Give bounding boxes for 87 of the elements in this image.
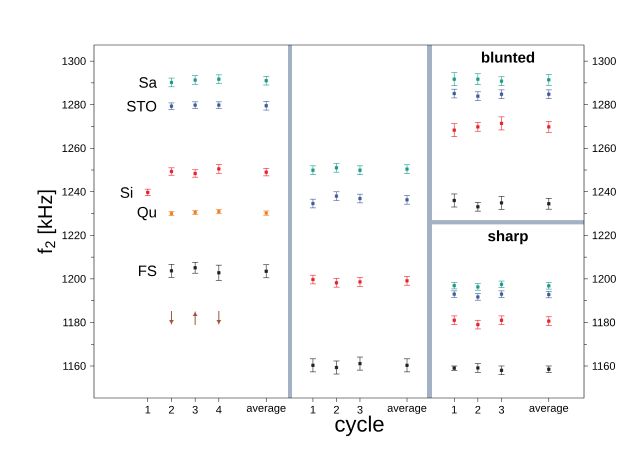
y-tick-label: 1180 — [63, 318, 86, 326]
series-label: STO — [127, 100, 156, 112]
y-tick-label: 1240 — [62, 188, 86, 196]
point — [500, 201, 504, 204]
point — [405, 168, 409, 171]
point — [217, 167, 220, 170]
y-tick-label: 1260 — [62, 144, 86, 152]
x-tick-label: 1 — [452, 406, 457, 414]
point — [311, 202, 315, 206]
point — [170, 269, 174, 272]
x-tick-label: average — [388, 406, 426, 414]
point — [476, 323, 480, 326]
point — [194, 78, 197, 82]
x-tick-label: 2 — [475, 406, 480, 414]
x-tick-label: 3 — [357, 406, 363, 414]
series-label: Si — [120, 186, 132, 198]
point — [452, 198, 456, 202]
point — [217, 271, 220, 274]
point — [452, 78, 456, 81]
y-tick-label: 1200 — [592, 274, 616, 283]
point — [264, 104, 268, 108]
point — [476, 366, 480, 370]
point — [217, 78, 220, 81]
series-label: FS — [138, 266, 156, 276]
y-tick-label: 1200 — [62, 274, 86, 283]
point — [500, 80, 504, 83]
point — [476, 78, 480, 81]
point — [358, 196, 362, 200]
y-tick-label: 1300 — [592, 57, 616, 66]
y-tick-label: 1160 — [592, 362, 616, 370]
point — [476, 94, 480, 98]
x-tick-label: 4 — [216, 406, 222, 414]
x-tick-label: 3 — [498, 406, 504, 414]
y-tick-label: 1180 — [592, 318, 616, 326]
point — [264, 170, 268, 174]
series-label: Sa — [139, 77, 157, 88]
point — [264, 79, 268, 82]
y-tick-label: 1220 — [592, 231, 616, 240]
point — [476, 205, 480, 208]
x-tick-label: average — [246, 406, 286, 414]
x-tick-label: 2 — [334, 406, 339, 414]
y-axis-title: f$_{2}$ [kHz] — [37, 190, 56, 254]
point — [452, 318, 456, 322]
y-tick-label: 1280 — [62, 100, 86, 109]
point — [334, 366, 338, 370]
x-axis-title: cycle — [335, 416, 384, 436]
y-tick-label: 1240 — [592, 188, 616, 196]
point — [500, 318, 504, 322]
point — [547, 125, 550, 128]
point — [547, 92, 550, 96]
point — [405, 364, 409, 367]
x-tick-label: 2 — [168, 406, 174, 414]
point — [334, 194, 338, 198]
chart-title: blunted — [482, 52, 534, 63]
point — [405, 279, 409, 282]
y-tick-label: 1220 — [62, 231, 86, 240]
point — [452, 128, 456, 132]
point — [476, 125, 480, 128]
annotation: sharp — [488, 230, 528, 244]
x-tick-label: 1 — [310, 406, 316, 414]
point — [547, 320, 550, 323]
point — [334, 281, 338, 284]
point — [311, 364, 315, 367]
point — [500, 368, 504, 372]
point — [311, 278, 315, 282]
x-tick-label: 3 — [192, 406, 198, 414]
point — [452, 92, 456, 96]
point — [358, 362, 362, 366]
y-tick-label: 1280 — [592, 100, 616, 109]
point — [547, 78, 550, 82]
point — [500, 92, 504, 96]
point — [358, 280, 362, 284]
y-tick-label: 1300 — [62, 57, 86, 66]
point — [358, 168, 362, 172]
point — [405, 198, 409, 202]
y-tick-label: 1260 — [592, 144, 616, 152]
x-tick-label: average — [529, 406, 568, 414]
point — [170, 80, 174, 84]
series-label: Qu — [138, 206, 156, 220]
y-tick-label: 1160 — [63, 362, 86, 370]
point — [500, 122, 504, 125]
point — [194, 266, 197, 270]
point — [547, 202, 550, 206]
point — [334, 166, 338, 170]
x-tick-label: 1 — [146, 406, 150, 414]
point — [311, 168, 315, 172]
point — [264, 270, 268, 273]
